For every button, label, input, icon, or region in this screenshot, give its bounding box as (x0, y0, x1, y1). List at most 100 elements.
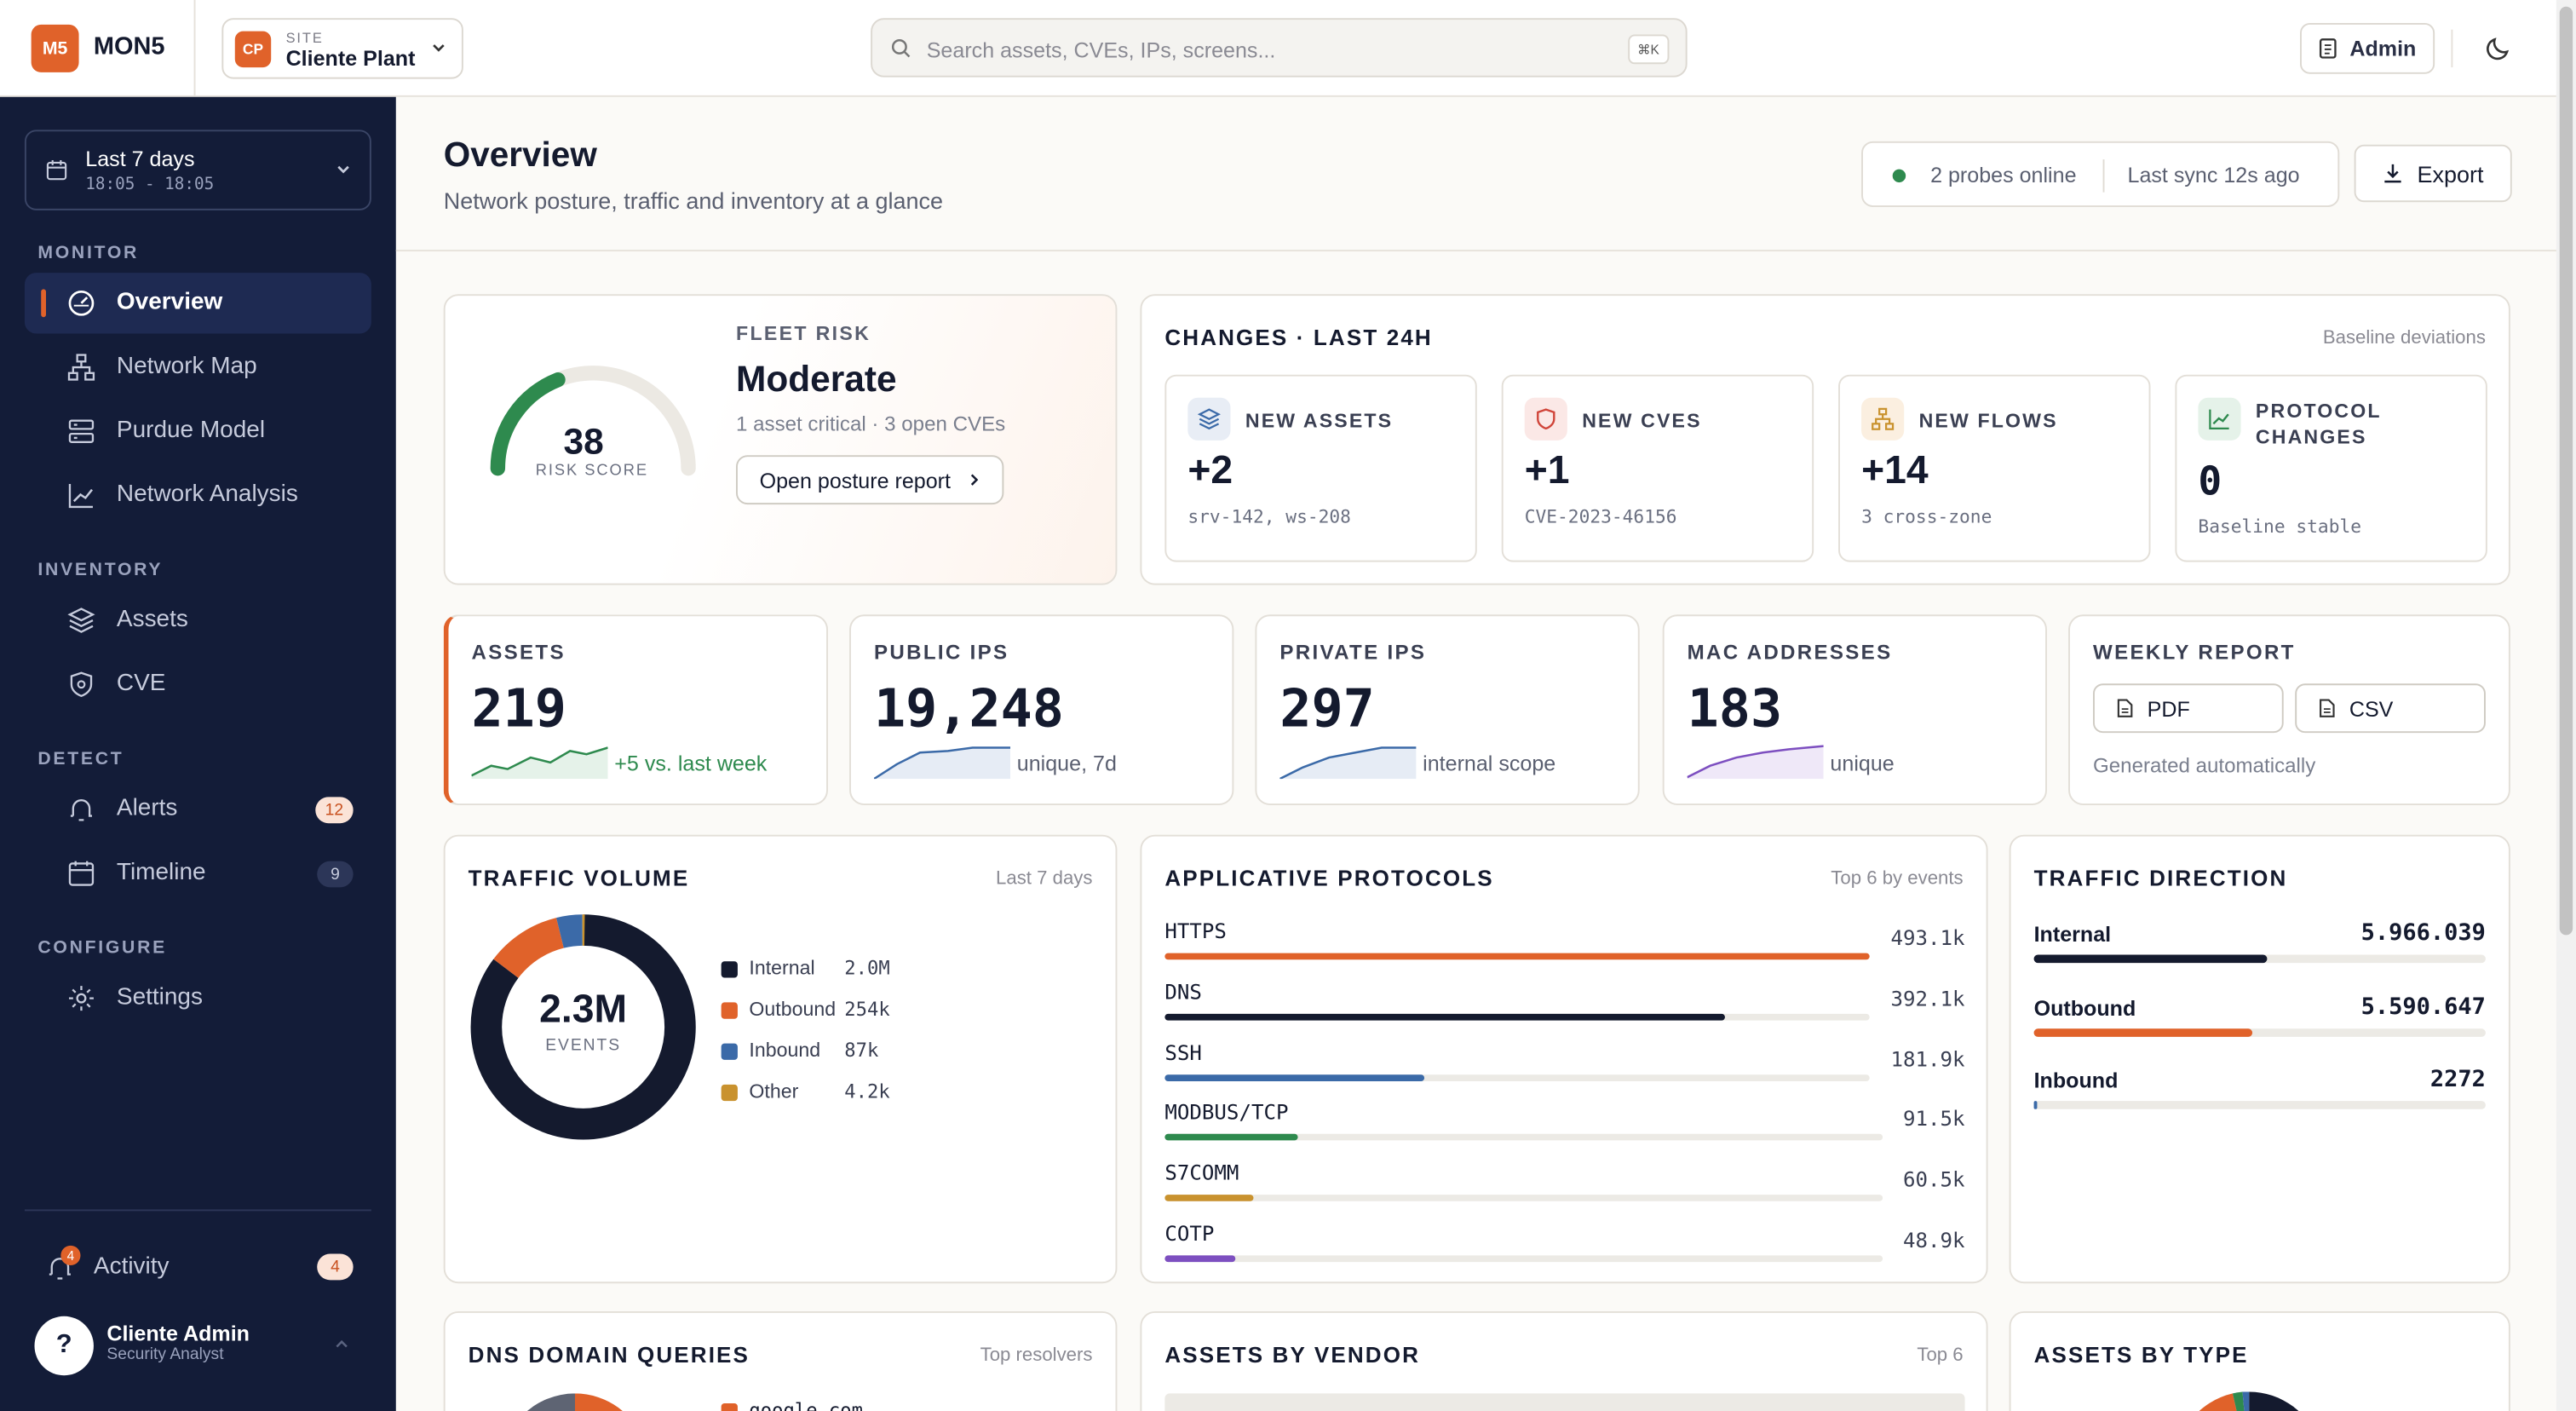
direction-name: Inbound (2033, 1068, 2119, 1093)
top-bar: M5 MON5 CP SITE Cliente Plant ⌘K Admin (0, 0, 2556, 97)
range-times: 18:05 - 18:05 (85, 176, 215, 194)
sidebar-item-cve[interactable]: CVE (25, 654, 371, 715)
weekly-report-card: WEEKLY REPORT PDF CSV Generated automati… (2068, 614, 2510, 805)
active-indicator (41, 289, 46, 318)
sidebar-item-settings[interactable]: Settings (25, 968, 371, 1028)
change-value: 0 (2198, 458, 2222, 505)
legend-name: Outbound (749, 997, 837, 1021)
direction-value: 5.590.647 (2360, 993, 2486, 1020)
scrollbar-thumb[interactable] (2559, 6, 2573, 936)
sidebar-item-assets[interactable]: Assets (25, 590, 371, 650)
open-posture-report-button[interactable]: Open posture report (735, 455, 1004, 505)
protocol-bar-track (1164, 1013, 1870, 1021)
alerts-count-badge: 12 (315, 797, 354, 824)
protocol-row[interactable]: COTP 48.9k (1164, 1221, 1965, 1267)
sidebar-item-label: CVE (116, 670, 166, 697)
line-chart-icon (2209, 409, 2229, 430)
chevron-down-icon (433, 44, 445, 52)
posture-button-label: Open posture report (759, 467, 952, 492)
change-label: NEW FLOWS (1918, 409, 2058, 433)
direction-bar (2033, 1101, 2038, 1109)
admin-button[interactable]: Admin (2299, 22, 2435, 74)
protocol-row[interactable]: SSH 181.9k (1164, 1040, 1965, 1086)
sidebar: Last 7 days 18:05 - 18:05 MONITOR Overvi… (0, 96, 396, 1411)
direction-row[interactable]: Outbound 5.590.647 (2033, 993, 2486, 1041)
assets-stat-card[interactable]: ASSETS 219 +5 vs. last week (443, 614, 828, 805)
changes-card: CHANGES · LAST 24H Baseline deviations N… (1140, 294, 2510, 585)
chevron-right-icon (970, 474, 978, 486)
card-note: Top resolvers (980, 1345, 1093, 1366)
protocol-row[interactable]: DNS 392.1k (1164, 979, 1965, 1025)
legend-swatch (721, 1402, 738, 1411)
stat-detail: +5 vs. last week (614, 751, 768, 776)
change-tile[interactable]: NEW ASSETS +2 srv-142, ws-208 (1164, 374, 1477, 562)
layers-stack-icon (68, 419, 95, 443)
change-tile[interactable]: NEW CVES +1 CVE-2023-46156 (1501, 374, 1814, 562)
legend-item: Other 4.2k (721, 1080, 935, 1106)
legend-name: google.com (749, 1398, 863, 1411)
activity-button[interactable]: 4 Activity 4 (25, 1237, 371, 1296)
sidebar-item-label: Timeline (116, 859, 206, 886)
page-scrollbar[interactable] (2556, 0, 2576, 1411)
public-ips-stat-card[interactable]: PUBLIC IPS 19,248 unique, 7d (849, 614, 1234, 805)
download-pdf-button[interactable]: PDF (2092, 683, 2284, 734)
sidebar-item-purdue-model[interactable]: Purdue Model (25, 401, 371, 462)
moon-icon[interactable] (2484, 33, 2514, 63)
stat-label: PRIVATE IPS (1279, 641, 1427, 665)
activity-dot-badge: 4 (60, 1245, 81, 1265)
legend-name: Other (749, 1080, 799, 1103)
protocol-row[interactable]: HTTPS 493.1k (1164, 919, 1965, 965)
site-selector[interactable]: CP SITE Cliente Plant (221, 18, 463, 79)
sidebar-item-label: Assets (116, 606, 188, 633)
tile-icon-bg (1524, 397, 1567, 441)
change-tile[interactable]: PROTOCOL CHANGES 0 Baseline stable (2175, 374, 2487, 562)
date-range-picker[interactable]: Last 7 days 18:05 - 18:05 (24, 130, 371, 210)
legend-name: Inbound (749, 1038, 821, 1062)
change-tile[interactable]: NEW FLOWS +14 3 cross-zone (1838, 374, 2151, 562)
vendor-bar-track (1164, 1393, 1965, 1411)
fleet-risk-level: Moderate (735, 358, 897, 400)
global-search[interactable]: ⌘K (871, 18, 1688, 78)
direction-bar (2033, 954, 2268, 964)
search-shortcut-hint: ⌘K (1627, 34, 1670, 65)
card-title: ASSETS BY VENDOR (1164, 1342, 1421, 1368)
user-name: Cliente Admin (106, 1321, 250, 1346)
donut-segment-other[interactable] (470, 914, 696, 1140)
app-logo[interactable]: M5 (31, 24, 79, 72)
chevron-up-icon (336, 1339, 348, 1348)
protocol-name: MODBUS/TCP (1164, 1099, 1289, 1125)
sidebar-item-overview[interactable]: Overview (24, 273, 371, 334)
main-content: Overview Network posture, traffic and in… (395, 97, 2556, 1411)
site-label: SITE (285, 29, 324, 46)
private-ips-stat-card[interactable]: PRIVATE IPS 297 internal scope (1255, 614, 1640, 805)
shield-icon (70, 671, 93, 697)
download-csv-button[interactable]: CSV (2295, 683, 2486, 734)
section-configure: CONFIGURE (37, 938, 167, 959)
protocol-row[interactable]: S7COMM 60.5k (1164, 1160, 1965, 1207)
chevron-down-icon (337, 165, 349, 174)
change-value: +2 (1187, 448, 1233, 493)
direction-row[interactable]: Inbound 2272 (2033, 1067, 2486, 1114)
weekly-report-label: WEEKLY REPORT (2092, 641, 2296, 665)
sidebar-item-network-map[interactable]: Network Map (25, 337, 371, 397)
sidebar-item-label: Settings (116, 984, 203, 1011)
protocol-bar (1164, 1195, 1253, 1202)
sidebar-item-alerts[interactable]: Alerts 12 (25, 779, 371, 839)
search-input[interactable] (926, 32, 1584, 66)
legend-item: Inbound 87k (721, 1038, 935, 1065)
calendar-icon (68, 861, 95, 886)
protocol-value: 493.1k (1890, 924, 1965, 950)
protocol-bar (1164, 953, 1870, 960)
tile-icon-bg (2198, 397, 2241, 441)
activity-label: Activity (93, 1253, 170, 1281)
section-inventory: INVENTORY (37, 560, 164, 580)
direction-row[interactable]: Internal 5.966.039 (2033, 920, 2486, 968)
protocol-row[interactable]: MODBUS/TCP 91.5k (1164, 1099, 1965, 1146)
mac-addresses-stat-card[interactable]: MAC ADDRESSES 183 unique (1662, 614, 2047, 805)
sidebar-item-network-analysis[interactable]: Network Analysis (25, 465, 371, 526)
user-menu[interactable]: ? Cliente Admin Security Analyst (25, 1310, 371, 1391)
sidebar-item-timeline[interactable]: Timeline 9 (25, 843, 371, 903)
protocol-name: DNS (1164, 979, 1202, 1004)
export-button[interactable]: Export (2354, 144, 2512, 203)
weekly-report-note: Generated automatically (2092, 754, 2316, 778)
